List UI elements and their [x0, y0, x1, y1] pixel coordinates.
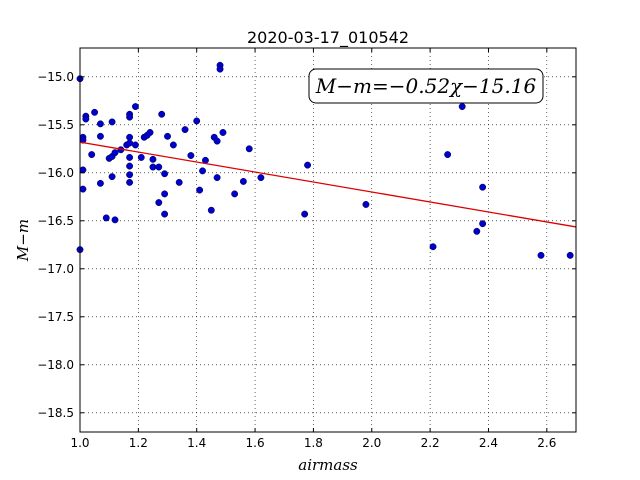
data-point: [257, 174, 265, 182]
data-point: [108, 173, 116, 181]
data-point: [131, 141, 139, 149]
data-point: [108, 118, 116, 126]
chart-title: 2020-03-17_010542: [247, 28, 409, 48]
plot-frame: [79, 47, 577, 433]
data-point: [219, 129, 227, 136]
data-point: [301, 210, 309, 218]
data-point: [146, 129, 154, 136]
data-point: [149, 155, 157, 163]
data-point: [444, 151, 452, 159]
data-point: [102, 214, 110, 222]
data-point: [149, 163, 157, 171]
fit-line: [79, 141, 577, 228]
data-point: [164, 132, 171, 140]
data-point: [82, 115, 90, 123]
data-point: [362, 201, 370, 208]
x-tick-label: 2.0: [362, 436, 381, 450]
data-point: [126, 133, 134, 141]
data-point: [155, 199, 163, 207]
data-point: [161, 170, 169, 178]
data-point: [126, 162, 134, 170]
x-tick-label: 2.4: [479, 436, 498, 450]
data-point: [175, 178, 183, 186]
data-point: [537, 251, 545, 259]
data-points: [76, 61, 574, 259]
data-point: [126, 178, 134, 186]
data-point: [158, 110, 166, 118]
data-point: [429, 243, 437, 251]
data-point: [96, 120, 104, 128]
data-point: [126, 113, 134, 121]
plot-area: 1.0 1.2 1.4 1.6 1.8 2.0 2.2 2.4 2.6 −15.0 −15.5 −16…: [37, 47, 577, 450]
data-point: [473, 227, 481, 235]
y-tick-label: −16.0: [37, 166, 74, 180]
data-point: [96, 132, 104, 140]
data-point: [458, 103, 466, 111]
y-tick-label: −18.5: [37, 406, 74, 420]
y-tick-label: −17.5: [37, 310, 74, 324]
data-point: [181, 126, 189, 134]
data-point: [566, 251, 574, 259]
data-point: [111, 149, 119, 157]
data-point: [245, 145, 253, 153]
x-tick-label: 1.0: [70, 436, 89, 450]
data-point: [161, 210, 169, 218]
fit-equation: M−m=−0.52χ−15.16: [315, 74, 537, 98]
x-tick-label: 1.4: [187, 436, 206, 450]
data-point: [196, 186, 204, 194]
x-tick-label: 1.8: [304, 436, 323, 450]
y-tick-label: −15.0: [37, 70, 74, 84]
data-point: [169, 141, 177, 149]
fit-equation-box: M−m=−0.52χ−15.16: [308, 68, 544, 104]
data-point: [479, 220, 487, 228]
data-point: [213, 137, 221, 145]
data-point: [479, 183, 487, 191]
data-point: [213, 174, 221, 182]
y-tick-label: −15.5: [37, 118, 74, 132]
data-point: [126, 171, 134, 179]
data-point: [193, 117, 201, 125]
x-tick-label: 2.2: [421, 436, 440, 450]
x-tick-label: 1.6: [246, 436, 265, 450]
data-point: [131, 103, 139, 111]
data-point: [126, 153, 134, 161]
data-point: [88, 151, 96, 159]
plot-background: [80, 48, 576, 432]
data-point: [207, 206, 215, 214]
data-point: [199, 167, 206, 175]
equation-box-frame: [308, 68, 544, 104]
data-point: [126, 139, 134, 147]
data-point: [79, 166, 87, 174]
data-point: [239, 177, 247, 185]
data-point: [111, 216, 119, 224]
data-point: [79, 185, 87, 193]
data-point: [155, 163, 163, 171]
data-point: [187, 152, 195, 159]
data-point: [216, 65, 224, 73]
data-point: [304, 161, 312, 169]
data-point: [231, 190, 239, 198]
y-tick-label: −16.5: [37, 214, 74, 228]
data-point: [161, 190, 169, 198]
y-tick-label: −17.0: [37, 262, 74, 276]
data-point: [96, 179, 104, 187]
axis-ticks: 1.0 1.2 1.4 1.6 1.8 2.0 2.2 2.4 2.6 −15.0 −15.5 −16…: [37, 48, 576, 450]
data-point: [137, 153, 145, 161]
y-tick-label: −18.0: [37, 358, 74, 372]
x-axis-label: airmass: [298, 456, 358, 474]
y-axis-label: M−m: [14, 219, 32, 262]
x-tick-label: 1.2: [129, 436, 148, 450]
data-point: [91, 108, 99, 116]
x-tick-label: 2.6: [537, 436, 556, 450]
